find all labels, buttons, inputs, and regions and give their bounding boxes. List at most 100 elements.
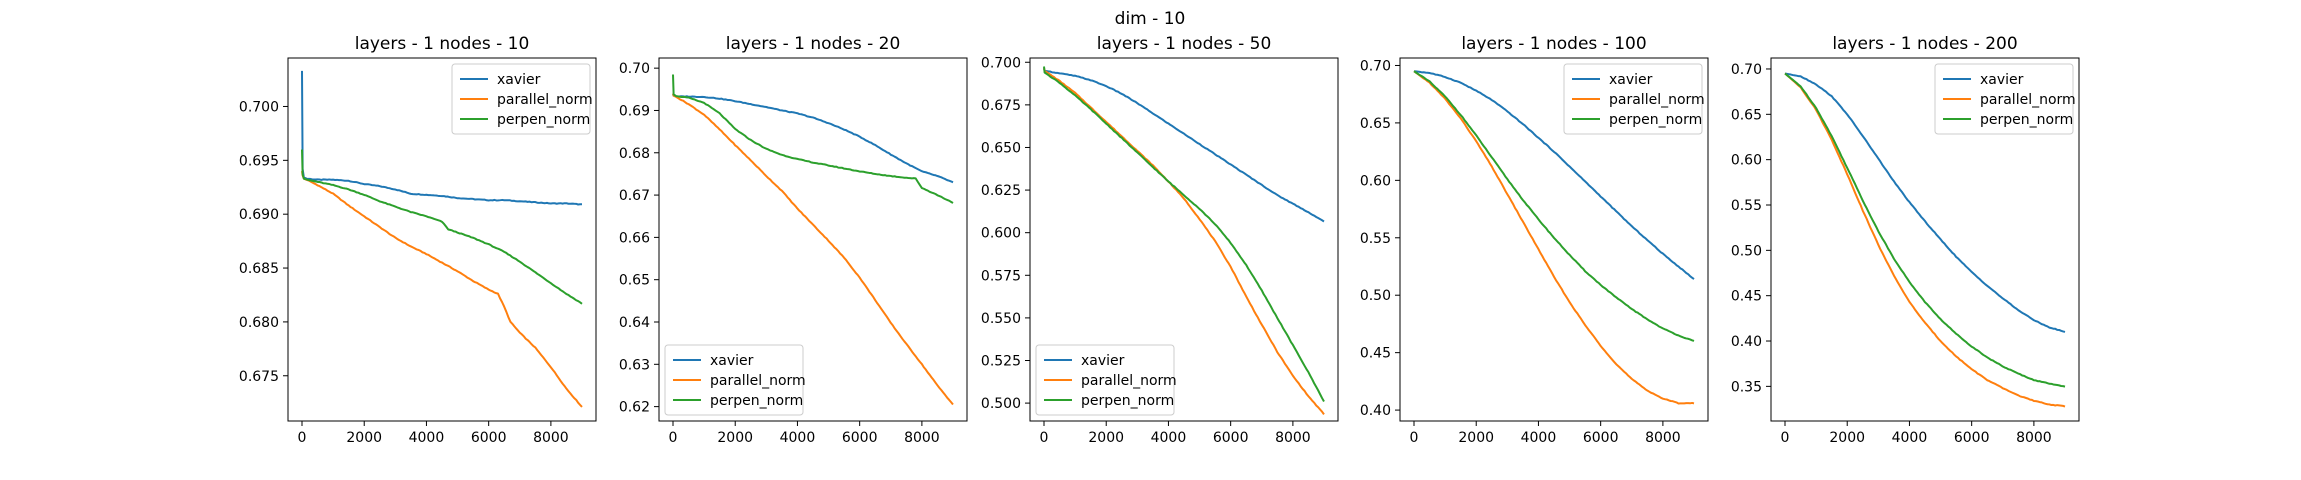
x-tick-label: 2000 <box>1458 430 1494 446</box>
y-tick-label: 0.70 <box>619 61 650 77</box>
series-line-xavier <box>301 70 583 206</box>
x-tick-label: 4000 <box>780 430 816 446</box>
series-line-parallel-norm <box>672 93 954 406</box>
series-line-perpen-norm <box>301 149 583 305</box>
subplot-1: layers - 1 nodes - 10 0 2000 4000 6000 8000 0.… <box>239 34 597 446</box>
legend-box <box>451 63 591 135</box>
y-tick-label: 0.63 <box>619 357 650 373</box>
x-tick-label: 2000 <box>1829 430 1865 446</box>
x-tick-label: 0 <box>669 430 678 446</box>
y-tick-label: 0.550 <box>981 311 1021 327</box>
x-tick-label: 2000 <box>1088 430 1124 446</box>
y-tick-label: 0.675 <box>981 98 1021 114</box>
x-tick-label: 8000 <box>904 430 940 446</box>
y-tick-label: 0.575 <box>981 268 1021 284</box>
y-tick-label: 0.45 <box>1731 289 1762 305</box>
y-tick-label: 0.67 <box>619 188 650 204</box>
y-tick-label: 0.675 <box>239 369 279 385</box>
subplot-title: layers - 1 nodes - 200 <box>1832 34 2017 54</box>
x-tick-label: 8000 <box>1645 430 1681 446</box>
y-tick-label: 0.65 <box>1360 116 1391 132</box>
y-tick-label: 0.68 <box>619 146 650 162</box>
y-tick-label: 0.70 <box>1731 62 1762 78</box>
series-line-perpen-norm <box>1413 70 1695 342</box>
x-tick-label: 8000 <box>1275 430 1311 446</box>
x-tick-label: 2000 <box>346 430 382 446</box>
figure-suptitle: dim - 10 <box>1115 9 1186 29</box>
legend-label-parallel-norm: parallel_norm <box>710 373 806 389</box>
series-lines <box>672 74 954 406</box>
y-tick-label: 0.700 <box>981 55 1021 71</box>
y-tick-label: 0.700 <box>239 99 279 115</box>
subplot-title: layers - 1 nodes - 100 <box>1461 34 1646 54</box>
x-tick-label: 8000 <box>533 430 569 446</box>
y-tick-label: 0.55 <box>1731 198 1762 214</box>
y-tick-label: 0.680 <box>239 315 279 331</box>
legend-box <box>1035 344 1175 416</box>
y-tick-label: 0.525 <box>981 354 1021 370</box>
x-tick-label: 8000 <box>2016 430 2052 446</box>
legend: xavier parallel_norm perpen_norm <box>451 63 593 135</box>
y-tick-label: 0.695 <box>239 153 279 169</box>
subplot-2: layers - 1 nodes - 20 0 2000 4000 6000 8000 0.… <box>619 34 968 446</box>
subplot-4: layers - 1 nodes - 100 0 2000 4000 6000 8000 0… <box>1360 34 1709 446</box>
x-tick-label: 4000 <box>1892 430 1928 446</box>
series-line-xavier <box>1784 72 2066 333</box>
legend-box <box>1563 63 1703 135</box>
axes-frame <box>287 57 597 422</box>
x-tick-label: 4000 <box>1151 430 1187 446</box>
y-tick-label: 0.69 <box>619 103 650 119</box>
legend: xavier parallel_norm perpen_norm <box>1035 344 1177 416</box>
series-lines <box>1784 72 2066 408</box>
y-tick-label: 0.50 <box>1360 288 1391 304</box>
legend-label-parallel-norm: parallel_norm <box>1980 92 2076 108</box>
series-line-perpen-norm <box>1043 66 1325 402</box>
x-tick-label: 2000 <box>717 430 753 446</box>
y-tick-label: 0.65 <box>1731 107 1762 123</box>
legend: xavier parallel_norm perpen_norm <box>664 344 806 416</box>
subplot-5: layers - 1 nodes - 200 0 2000 4000 6000 8000 0… <box>1731 34 2080 446</box>
y-tick-label: 0.55 <box>1360 231 1391 247</box>
subplot-title: layers - 1 nodes - 20 <box>726 34 901 54</box>
legend: xavier parallel_norm perpen_norm <box>1563 63 1705 135</box>
series-lines <box>1043 66 1325 415</box>
x-tick-label: 6000 <box>1954 430 1990 446</box>
x-tick-label: 0 <box>1781 430 1790 446</box>
legend-label-perpen-norm: perpen_norm <box>1081 393 1174 409</box>
legend-label-xavier: xavier <box>1609 72 1653 88</box>
y-tick-label: 0.60 <box>1731 153 1762 169</box>
axes-frame <box>1029 57 1339 422</box>
subplot-title: layers - 1 nodes - 10 <box>355 34 530 54</box>
series-line-parallel-norm <box>1413 70 1695 405</box>
y-tick-label: 0.70 <box>1360 58 1391 74</box>
y-tick-label: 0.650 <box>981 140 1021 156</box>
x-tick-label: 4000 <box>409 430 445 446</box>
y-tick-label: 0.60 <box>1360 173 1391 189</box>
legend-label-perpen-norm: perpen_norm <box>497 112 590 128</box>
legend-label-xavier: xavier <box>1980 72 2024 88</box>
y-tick-label: 0.40 <box>1360 403 1391 419</box>
series-lines <box>1413 70 1695 405</box>
y-tick-label: 0.50 <box>1731 243 1762 259</box>
x-tick-label: 6000 <box>1583 430 1619 446</box>
series-line-perpen-norm <box>1784 72 2066 388</box>
axes-frame <box>1770 57 2080 422</box>
x-tick-label: 6000 <box>471 430 507 446</box>
legend-label-parallel-norm: parallel_norm <box>497 92 593 108</box>
x-tick-label: 0 <box>1410 430 1419 446</box>
y-tick-label: 0.40 <box>1731 334 1762 350</box>
y-tick-label: 0.45 <box>1360 346 1391 362</box>
series-line-parallel-norm <box>1043 67 1325 415</box>
legend-label-parallel-norm: parallel_norm <box>1609 92 1705 108</box>
series-line-parallel-norm <box>301 170 583 408</box>
series-line-parallel-norm <box>1784 72 2066 408</box>
y-tick-label: 0.65 <box>619 273 650 289</box>
y-tick-label: 0.500 <box>981 396 1021 412</box>
series-lines <box>301 70 583 408</box>
y-tick-label: 0.64 <box>619 315 650 331</box>
x-tick-label: 4000 <box>1521 430 1557 446</box>
y-tick-label: 0.600 <box>981 226 1021 242</box>
series-line-perpen-norm <box>672 74 954 204</box>
